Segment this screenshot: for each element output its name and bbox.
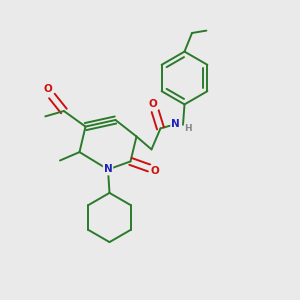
Text: O: O	[43, 84, 52, 94]
Text: H: H	[184, 124, 192, 133]
Text: O: O	[149, 99, 158, 110]
Text: N: N	[103, 164, 112, 175]
Text: O: O	[151, 166, 160, 176]
Text: N: N	[171, 119, 180, 129]
